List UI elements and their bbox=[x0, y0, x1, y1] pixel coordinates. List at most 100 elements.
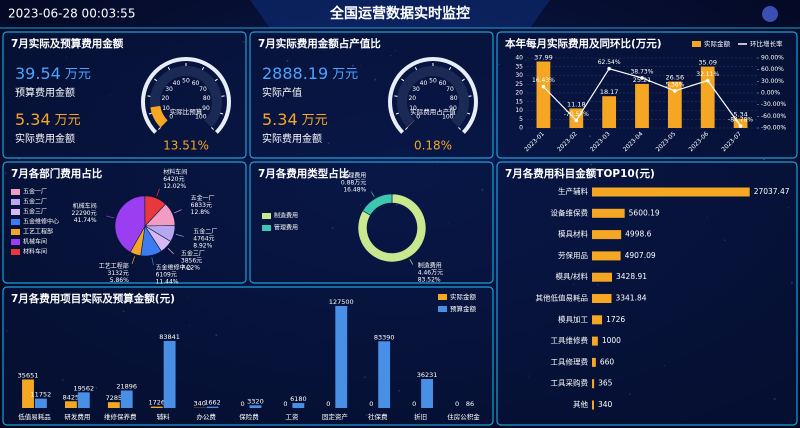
kpi-label: 实际产值 bbox=[262, 86, 302, 99]
bar-label: 4907.09 bbox=[625, 251, 656, 260]
leader-line bbox=[131, 256, 135, 264]
kpi-label: 预算费用金额 bbox=[15, 86, 75, 99]
bar bbox=[335, 306, 348, 408]
x-tick-label: 社保费 bbox=[368, 412, 388, 421]
gauge-tick bbox=[458, 127, 461, 130]
gauge-tick bbox=[148, 112, 152, 115]
bar-label: 4998.6 bbox=[625, 230, 651, 239]
y-tick-label: 20 bbox=[515, 90, 523, 97]
legend-marker bbox=[438, 306, 447, 312]
title-banner bbox=[250, 0, 550, 28]
legend-label: 预算金额 bbox=[450, 304, 477, 313]
bar-label: 340 bbox=[598, 400, 613, 409]
bar-label: 21896 bbox=[116, 382, 137, 390]
slice bbox=[114, 195, 146, 253]
bar bbox=[592, 251, 621, 261]
gauge-tick-label: 20 bbox=[161, 95, 169, 102]
kpi-label: 实际费用金额 bbox=[15, 132, 75, 145]
leader-line bbox=[174, 209, 182, 214]
legend-marker bbox=[262, 213, 271, 219]
datetime: 2023-06-28 00:03:55 bbox=[8, 7, 135, 21]
panel-title: 7月各费用项目实际及预算金额(元) bbox=[11, 292, 175, 305]
bar bbox=[602, 96, 617, 128]
y-tick-label: 其他 bbox=[573, 399, 588, 409]
gauge-tick bbox=[401, 78, 405, 82]
slice-value: 4.46万元 bbox=[418, 270, 443, 277]
gauge-tick-label: 70 bbox=[446, 86, 454, 93]
y-tick-label: 工具修理费 bbox=[551, 356, 589, 366]
kpi-unit: 万元 bbox=[302, 113, 328, 128]
gauge-tick-label: 30 bbox=[165, 86, 173, 93]
x-tick-label: 辅料 bbox=[157, 412, 171, 421]
gauge-tick-label: 70 bbox=[199, 86, 207, 93]
bar bbox=[592, 336, 598, 346]
legend-label: 五金二厂 bbox=[23, 198, 47, 206]
slice-category: 五金维修中心 bbox=[156, 263, 192, 271]
logo bbox=[762, 6, 778, 22]
bar bbox=[249, 405, 262, 408]
slice-category: 材料车间 bbox=[163, 168, 187, 176]
line-label: -70.57% bbox=[564, 111, 589, 118]
gauge-rim bbox=[388, 57, 478, 134]
bar-label: 660 bbox=[600, 357, 615, 366]
slice-value: 4764元 bbox=[193, 236, 214, 243]
leader-line bbox=[370, 191, 375, 197]
bar-label: 1726 bbox=[148, 399, 165, 407]
bar bbox=[77, 392, 90, 408]
line-point bbox=[607, 66, 611, 71]
bar bbox=[592, 272, 613, 282]
y2-tick-label: 0.00% bbox=[761, 90, 780, 97]
bar bbox=[22, 379, 34, 408]
panel-title: 7月实际费用金额占产值比 bbox=[258, 37, 381, 50]
gauge-tick bbox=[201, 67, 205, 71]
leader-line bbox=[156, 188, 160, 197]
y-tick-label: 劳保用品 bbox=[558, 250, 588, 260]
bar bbox=[592, 315, 603, 325]
bar bbox=[667, 81, 682, 128]
bar bbox=[592, 187, 750, 197]
y-tick-label: 工具维修费 bbox=[551, 335, 589, 345]
bar-label: 26.56 bbox=[666, 74, 685, 82]
bar bbox=[107, 402, 120, 408]
y-tick-label: 25 bbox=[515, 81, 523, 88]
page-title: 全国运营数据实时监控 bbox=[329, 5, 470, 22]
kpi-value: 5.34 bbox=[262, 110, 298, 129]
bar bbox=[421, 379, 434, 408]
legend-label: 五金三厂 bbox=[23, 208, 47, 216]
leader-line bbox=[106, 215, 115, 219]
panel-title: 7月各部门费用占比 bbox=[11, 167, 103, 180]
bar-label: 86 bbox=[466, 400, 474, 408]
y-tick-label: 模具材料 bbox=[558, 229, 588, 239]
y2-tick-label: -90.00% bbox=[761, 125, 786, 132]
bar-label: 11.18 bbox=[567, 100, 586, 108]
bar bbox=[592, 208, 625, 218]
bar-label: 0 bbox=[455, 400, 459, 408]
slice-value: 6833元 bbox=[191, 202, 212, 209]
legend-marker bbox=[11, 189, 20, 195]
bar bbox=[592, 230, 622, 240]
line-point bbox=[574, 118, 579, 123]
panel-title: 7月实际及预算费用金额 bbox=[11, 37, 124, 50]
slice-percent: 12.02% bbox=[163, 183, 186, 190]
x-tick-label: 维修保养费 bbox=[104, 412, 137, 421]
y2-tick-label: 60.00% bbox=[761, 66, 784, 73]
slice-percent: 41.74% bbox=[74, 217, 97, 224]
slice-value: 0.88万元 bbox=[341, 179, 366, 186]
gauge-tick bbox=[461, 78, 465, 82]
leader-line bbox=[175, 233, 184, 237]
bar bbox=[592, 400, 594, 410]
bar bbox=[150, 406, 163, 408]
slice-value: 6420元 bbox=[163, 176, 184, 183]
slice-percent: 5.86% bbox=[110, 277, 129, 284]
kpi-value: 39.54 bbox=[15, 64, 61, 83]
y-tick-label: 5 bbox=[519, 116, 523, 123]
slice-percent: 11.44% bbox=[156, 278, 179, 285]
slice-value: 6109元 bbox=[156, 271, 177, 278]
gauge-track bbox=[150, 66, 222, 128]
leader-line bbox=[167, 248, 174, 255]
kpi-value: 5.34 bbox=[15, 110, 51, 129]
gauge-tick-label: 10 bbox=[162, 105, 170, 112]
gauge-value-label: 13.51% bbox=[163, 139, 209, 153]
kpi: 39.54 万元 bbox=[15, 64, 91, 83]
